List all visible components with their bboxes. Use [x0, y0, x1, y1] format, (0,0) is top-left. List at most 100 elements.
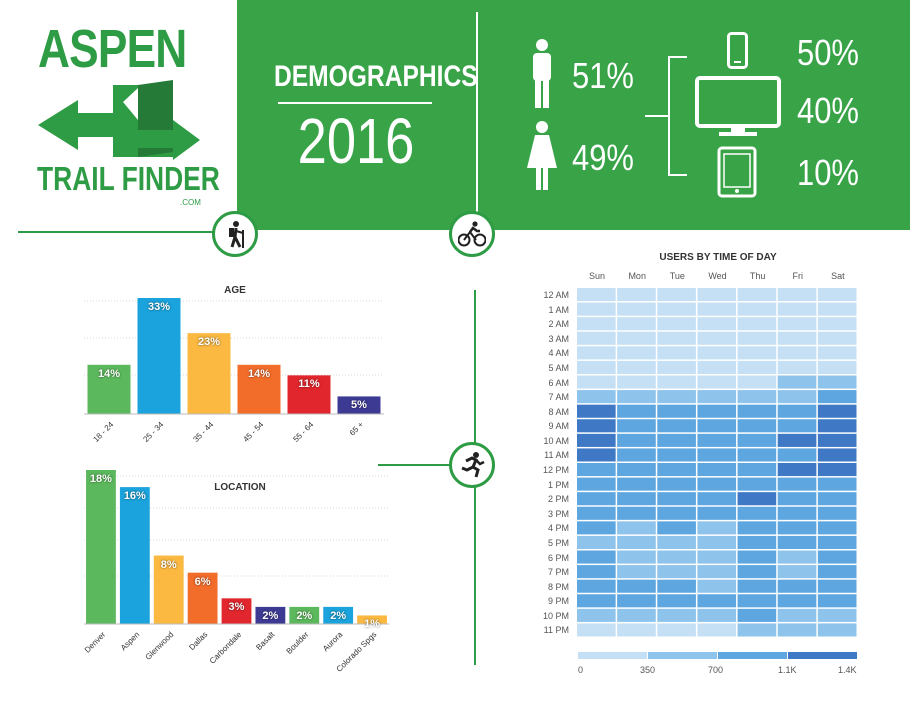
heatmap-hour-label: 6 AM [548, 377, 569, 388]
heatmap-cell [617, 535, 656, 549]
heatmap-cell [577, 390, 616, 404]
heatmap-cell [777, 331, 817, 345]
hiker-icon [229, 221, 244, 248]
heatmap-cell [577, 521, 616, 535]
heatmap-cell [657, 404, 696, 418]
heatmap-legend [578, 652, 857, 659]
heatmap-hour-label: 1 PM [547, 479, 569, 490]
bar-value-label: 2% [262, 609, 279, 622]
bar [187, 572, 218, 624]
heatmap-day-label: Fri [792, 271, 804, 281]
heatmap-cell [737, 463, 777, 477]
heatmap-cell [657, 360, 696, 374]
heatmap-cell [817, 404, 857, 418]
bar [119, 487, 150, 624]
x-tick-label: 35 - 44 [191, 420, 216, 444]
heatmap-cell [737, 506, 777, 520]
heatmap-cell [577, 565, 616, 579]
heatmap-hour-label: 3 AM [548, 333, 569, 344]
heatmap-cell [657, 506, 696, 520]
heatmap-cell [777, 535, 817, 549]
heatmap-hour-label: 8 AM [548, 406, 569, 417]
heatmap-cell [697, 594, 737, 608]
x-tick-label: 18 - 24 [91, 420, 116, 444]
tablet-icon [717, 146, 757, 198]
bar-value-label: 14% [247, 367, 271, 380]
bar [337, 396, 381, 414]
heatmap-cell [777, 360, 817, 374]
heatmap-cell [577, 419, 616, 433]
x-tick-label: 25 - 34 [141, 420, 166, 444]
heatmap-cell [577, 477, 616, 491]
tablet-percentage: 10% [797, 152, 859, 193]
heatmap-cell [577, 317, 616, 331]
heatmap-hour-label: 12 AM [543, 290, 569, 300]
heatmap-cell [577, 302, 616, 316]
hiker-badge [212, 211, 258, 257]
heatmap-cell [657, 477, 696, 491]
heatmap-cell [737, 608, 777, 622]
heatmap-cell [577, 404, 616, 418]
heatmap-day-label: Tue [669, 271, 685, 281]
heatmap-hour-label: 2 PM [547, 494, 569, 505]
heatmap-day-label: Mon [628, 271, 646, 281]
age-chart [84, 298, 384, 415]
heatmap-cell [777, 390, 817, 404]
bar-value-label: 16% [123, 490, 146, 503]
heatmap-cell [617, 579, 656, 593]
heatmap-cell [617, 331, 656, 345]
heatmap-cell [657, 288, 696, 302]
logo: ASPEN TRAIL FINDER .COM [0, 0, 237, 230]
heatmap-day-label: Wed [708, 271, 727, 281]
heatmap-cell [737, 535, 777, 549]
heatmap-cell [817, 390, 857, 404]
heatmap-cell [577, 608, 616, 622]
bar-value-label: 33% [147, 301, 171, 313]
heatmap-cell [817, 433, 857, 447]
heatmap-cell [697, 375, 737, 389]
heatmap-cell [817, 623, 857, 637]
heatmap-hour-label: 7 AM [548, 392, 569, 403]
heatmap-cell [697, 346, 737, 360]
heatmap-cell [657, 492, 696, 506]
heatmap-cell [657, 521, 696, 535]
heatmap-cell [737, 390, 777, 404]
heatmap-cell [697, 521, 737, 535]
bar-value-label: 8% [160, 558, 177, 571]
heatmap-cell [657, 579, 696, 593]
heatmap-cell [777, 302, 817, 316]
heatmap-cell [697, 433, 737, 447]
heatmap-cell [777, 433, 817, 447]
heatmap-cell [657, 463, 696, 477]
heatmap-cell [697, 579, 737, 593]
logo-arrows-icon [38, 80, 200, 160]
heatmap-cell [817, 463, 857, 477]
legend-scale-label: 700 [708, 665, 724, 675]
x-tick-label: 45 - 54 [241, 420, 266, 444]
heatmap-cell [737, 346, 777, 360]
heatmap-hour-label: 10 AM [543, 435, 569, 446]
heatmap-cell [737, 448, 777, 462]
female-icon [527, 121, 557, 190]
heatmap-cell [817, 535, 857, 549]
heatmap-cell [697, 477, 737, 491]
bar [187, 333, 231, 414]
bar-value-label: 23% [197, 336, 221, 349]
male-percentage: 51% [572, 55, 634, 96]
divider-line [378, 464, 476, 466]
heatmap-cell [737, 404, 777, 418]
heatmap-cell [617, 302, 656, 316]
heatmap-cell [817, 521, 857, 535]
heatmap-cell [737, 492, 777, 506]
heatmap-cell [697, 535, 737, 549]
bar [289, 606, 320, 624]
x-tick-label: 65 + [347, 420, 366, 438]
heatmap-cell [817, 346, 857, 360]
bar [86, 470, 116, 624]
heatmap-cell [617, 550, 656, 564]
heatmap-cell [777, 288, 817, 302]
heatmap-cell [697, 317, 737, 331]
heatmap-cell [617, 477, 656, 491]
heatmap-cell [577, 623, 616, 637]
heatmap-cell [577, 360, 616, 374]
